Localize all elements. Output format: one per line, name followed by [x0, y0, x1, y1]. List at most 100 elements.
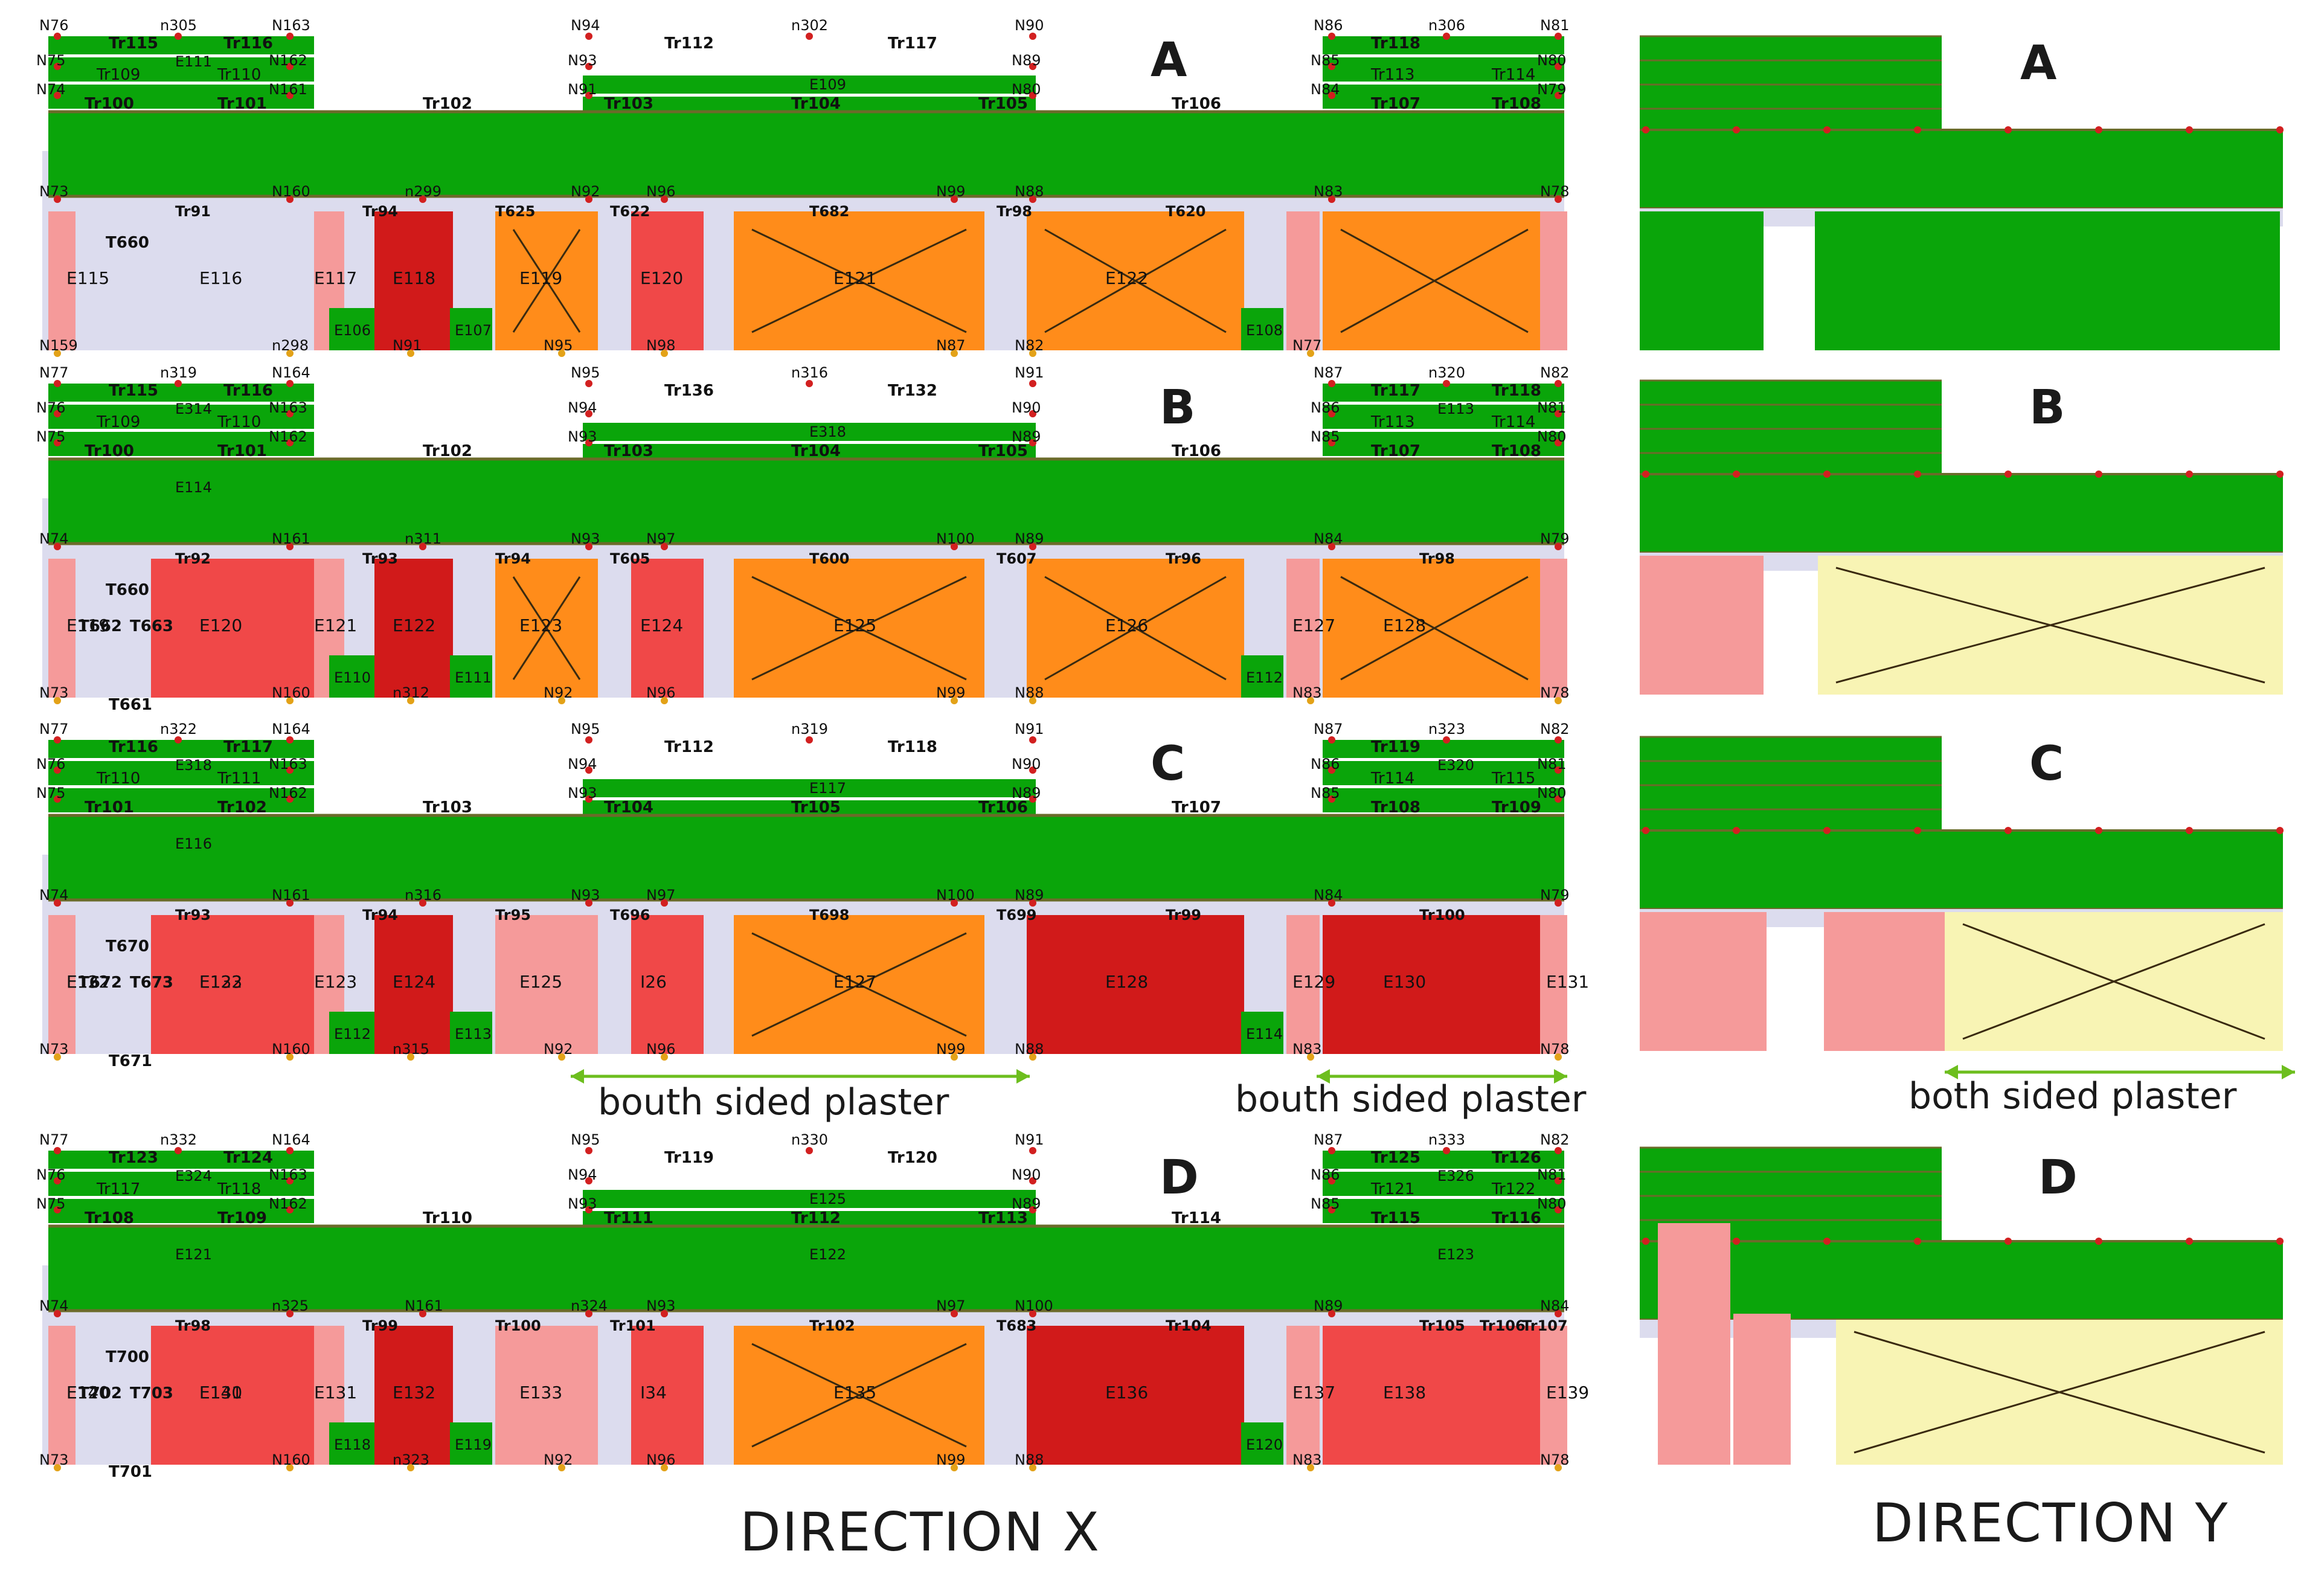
right-tower-mid-slab	[1323, 1172, 1564, 1196]
beam-label-mid: T607	[997, 550, 1036, 567]
element-label: E138	[1383, 1383, 1426, 1402]
node-label-row3: N85	[1311, 785, 1340, 802]
node-label-mid: N84	[1314, 530, 1343, 547]
pier-narrow-right	[1286, 211, 1320, 350]
beam-label-top: Tr126	[1492, 1149, 1541, 1167]
node-bottom	[407, 1053, 414, 1061]
beam-label-row3: Tr107	[1371, 442, 1420, 460]
panel-letter-y-c: C	[2029, 737, 2064, 791]
node-label-row2: N94	[568, 399, 597, 416]
node-row2	[585, 766, 592, 774]
pier-left-edge	[48, 559, 75, 698]
node-top	[1555, 1147, 1562, 1154]
beam-label-top: Tr118	[1371, 34, 1420, 53]
y-node	[1914, 471, 1921, 478]
element-label: E116	[199, 268, 242, 288]
pier-right-center-diag-b	[1044, 576, 1227, 681]
node-label-mid: N97	[646, 530, 676, 547]
beam-label-top: Tr132	[888, 382, 937, 400]
y-main-slab	[1640, 130, 2283, 208]
node-label-bottom: N99	[936, 1451, 966, 1468]
pier-large-left	[151, 915, 314, 1054]
panel-x-c: E112 E113 E114 N77 n322 N164 N95 n319 N91 N87 n323…	[36, 721, 1589, 1070]
node-bottom	[54, 350, 61, 357]
node-mid	[1555, 196, 1562, 203]
node-mid	[419, 543, 426, 550]
green-ground-block-1	[329, 655, 374, 698]
node-label-row2: N85	[1311, 52, 1340, 69]
node-label-mid: N84	[1540, 1297, 1570, 1314]
y-node	[2095, 126, 2102, 133]
element-label: E130	[199, 1383, 242, 1402]
pier-right	[1323, 915, 1546, 1054]
beam-label-row2: Tr121	[1370, 1180, 1414, 1198]
element-label: E131	[1546, 972, 1589, 992]
beam-label-top: Tr117	[888, 34, 937, 53]
beam-label-row2: Tr122	[1491, 1180, 1535, 1198]
pier-right-center-diag-b	[1044, 228, 1227, 333]
node-label-bottom: N96	[646, 684, 676, 701]
node-bottom	[1307, 350, 1314, 357]
node-label-bottom: N96	[646, 1041, 676, 1058]
node-label-row2: N76	[36, 1166, 66, 1183]
node-top	[1443, 33, 1450, 40]
beam-label-row3: Tr108	[85, 1209, 134, 1227]
element-label: E127	[833, 972, 876, 992]
y-node	[2095, 471, 2102, 478]
y-node	[1733, 1238, 1740, 1245]
center-raised-slab	[583, 423, 1036, 441]
node-row3	[1555, 795, 1562, 803]
beam-label-top: Tr112	[664, 34, 714, 53]
beam-label-top: Tr112	[664, 738, 714, 756]
node-label-row2: N90	[1012, 1166, 1041, 1183]
element-label: E121	[314, 615, 357, 635]
node-label-mid: N100	[936, 887, 975, 904]
right-tower-mid-slab	[1323, 761, 1564, 785]
extra-label: T660	[106, 581, 149, 599]
node-label-row3: N80	[1537, 1195, 1567, 1212]
node-bottom	[407, 1464, 414, 1471]
node-mid	[419, 899, 426, 907]
node-label-bottom: N83	[1292, 1041, 1322, 1058]
element-label: E141	[199, 1383, 242, 1402]
node-label-bottom: N99	[936, 684, 966, 701]
beam-label-row3: Tr101	[217, 442, 267, 460]
element-label: E125	[833, 615, 876, 635]
node-row3	[54, 795, 61, 803]
slab-label: E324	[175, 1168, 212, 1184]
node-mid	[661, 899, 668, 907]
node-top	[585, 33, 592, 40]
node-row2	[1029, 63, 1036, 70]
element-label: E135	[833, 1383, 876, 1402]
beam-label-row3: Tr104	[604, 798, 653, 817]
left-tower-mid-slab	[48, 761, 314, 785]
node-label-mid: n299	[405, 183, 441, 200]
node-row2	[54, 766, 61, 774]
beam-label-mid: T696	[610, 907, 650, 924]
left-tower-mid-slab	[48, 57, 314, 82]
element-label: E117	[314, 268, 357, 288]
node-mid	[1555, 543, 1562, 550]
beam-label-row3: Tr103	[604, 442, 653, 460]
node-label-bottom: N160	[272, 1041, 310, 1058]
extra-label: T702	[79, 1384, 122, 1402]
pier-right-edge	[1540, 915, 1567, 1054]
node-mid	[1328, 899, 1335, 907]
node-label-mid: N93	[571, 887, 600, 904]
node-mid	[1328, 1310, 1335, 1317]
node-bottom	[407, 350, 414, 357]
beam-label-row2: Tr110	[217, 66, 261, 84]
y-node	[1733, 827, 1740, 834]
panel-letter-x-d: D	[1160, 1151, 1199, 1205]
node-label-mid: N74	[39, 887, 69, 904]
node-bottom	[661, 1464, 668, 1471]
node-bottom	[558, 697, 565, 704]
y-node	[2095, 827, 2102, 834]
y-node	[1642, 126, 1649, 133]
node-label-mid: N73	[39, 183, 69, 200]
y-node	[1642, 471, 1649, 478]
plaster-label-y: both sided plaster	[1908, 1075, 2237, 1117]
node-label-row2: N89	[1012, 52, 1041, 69]
slab-label: E314	[175, 400, 212, 417]
node-bottom	[951, 350, 958, 357]
